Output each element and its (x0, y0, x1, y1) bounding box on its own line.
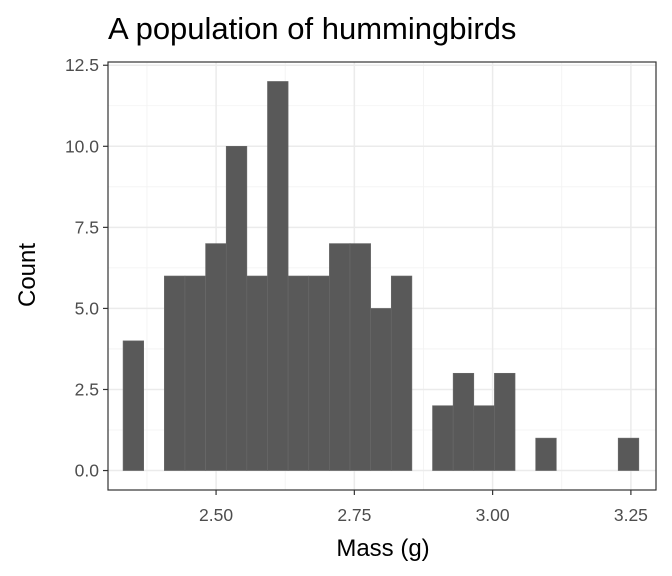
x-tick-label: 2.75 (337, 505, 371, 525)
histogram-bar (329, 243, 351, 471)
histogram-bar (452, 372, 475, 471)
plot-panel (107, 61, 657, 491)
chart-title: A population of hummingbirds (108, 11, 516, 46)
histogram-bar (390, 275, 413, 471)
x-tick-label: 3.00 (476, 505, 510, 525)
histogram-bar (349, 243, 371, 471)
x-axis-label: Mass (g) (336, 535, 429, 562)
histogram-bar (473, 405, 495, 471)
histogram-bar (246, 275, 268, 471)
y-tick-label: 5.0 (75, 298, 100, 318)
histogram-bar (164, 275, 186, 471)
histogram-bar (122, 340, 145, 471)
histogram-bar (494, 372, 516, 471)
x-tick-label: 3.25 (614, 505, 648, 525)
y-tick-label: 12.5 (65, 55, 99, 75)
x-tick-label: 2.50 (199, 505, 233, 525)
y-tick-label: 7.5 (75, 217, 99, 237)
y-tick-label: 2.5 (75, 379, 99, 399)
histogram-bar (184, 275, 206, 471)
histogram-bar (205, 243, 227, 471)
histogram-bar (267, 81, 289, 471)
histogram-bar (432, 405, 454, 471)
y-axis-label: Count (14, 243, 41, 307)
histogram-bar (287, 275, 310, 471)
histogram-bar (370, 308, 392, 471)
histogram-bar (617, 437, 640, 471)
y-tick-label: 0.0 (75, 461, 100, 481)
plot-border (107, 61, 657, 491)
histogram-bar (308, 275, 330, 471)
histogram-bar (225, 146, 248, 471)
y-tick-label: 10.0 (65, 136, 99, 156)
histogram-bar (535, 437, 557, 471)
